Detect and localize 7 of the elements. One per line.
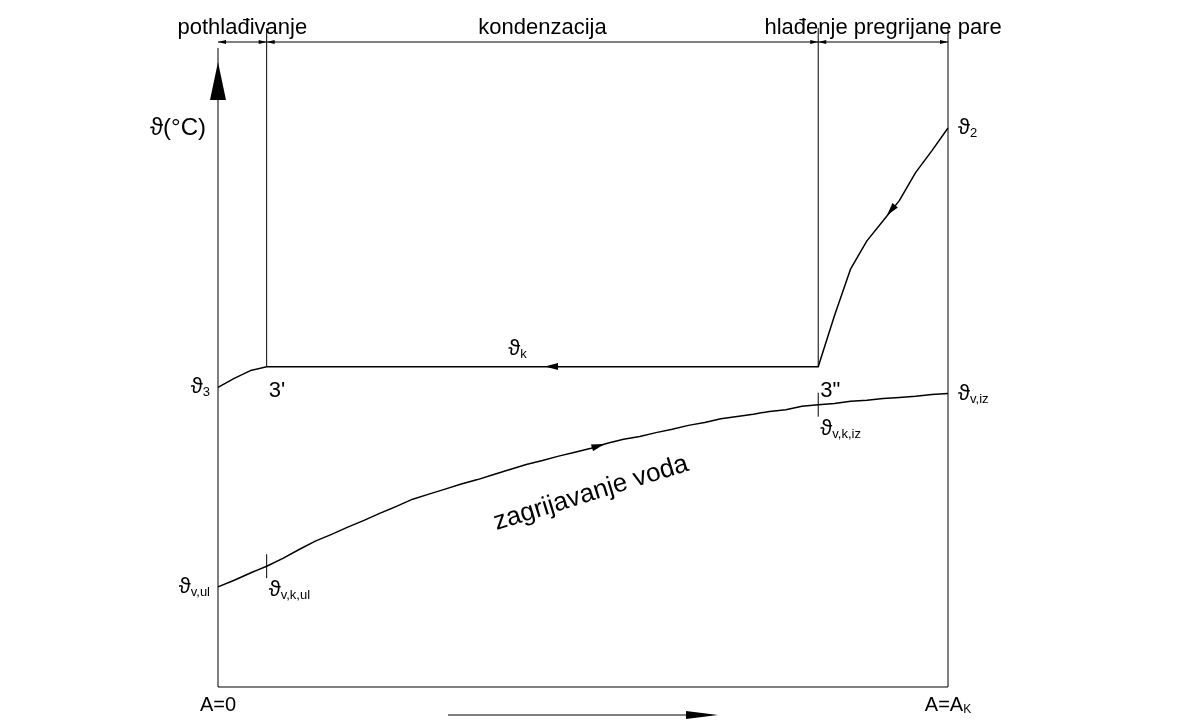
y-axis-title: ϑ(°C): [149, 112, 207, 140]
text: kondenzacija: [478, 14, 608, 40]
annotation: 3": [820, 376, 841, 402]
annotation: 3': [268, 376, 286, 402]
text: pothlađivanje: [177, 14, 308, 40]
text: hlađenje pregrijane pare: [764, 14, 1002, 40]
x-tick-label: A=0: [199, 692, 237, 715]
